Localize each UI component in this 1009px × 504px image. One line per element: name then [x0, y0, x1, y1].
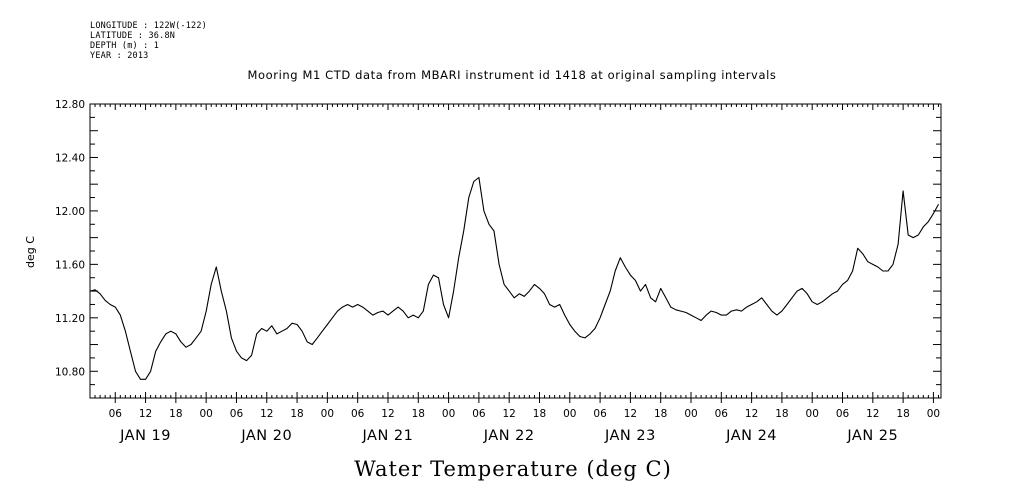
x-tick-label: 06 [351, 408, 365, 420]
x-tick-label: 06 [472, 408, 486, 420]
x-day-label: JAN 24 [725, 428, 777, 444]
plot-frame [89, 103, 942, 399]
y-tick-label: 11.20 [55, 313, 85, 325]
latitude-text: LATITUDE : 36.8N [90, 31, 176, 41]
year-text: YEAR : 2013 [90, 51, 149, 61]
x-tick-label: 06 [715, 408, 729, 420]
x-tick-label: 12 [502, 408, 515, 420]
x-day-label: JAN 25 [846, 428, 898, 444]
y-tick-label: 10.80 [55, 366, 85, 378]
y-tick-label: 12.00 [55, 206, 85, 218]
x-day-label: JAN 23 [604, 428, 656, 444]
x-tick-label: 12 [745, 408, 758, 420]
x-tick-label: 18 [775, 408, 788, 420]
x-tick-label: 00 [442, 408, 455, 420]
y-axis-label: deg C [24, 236, 37, 268]
x-tick-label: 06 [230, 408, 244, 420]
x-tick-label: 12 [624, 408, 637, 420]
x-tick-label: 18 [654, 408, 667, 420]
y-tick-label: 11.60 [55, 259, 85, 271]
x-tick-label: 12 [260, 408, 273, 420]
longitude-text: LONGITUDE : 122W(-122) [90, 21, 207, 31]
y-tick-label: 12.80 [55, 99, 85, 111]
x-tick-label: 18 [533, 408, 546, 420]
x-tick-label: 00 [199, 408, 212, 420]
temperature-series-line [89, 176, 939, 380]
x-tick-label: 00 [563, 408, 576, 420]
x-day-label: JAN 22 [483, 428, 535, 444]
x-tick-label: 00 [806, 408, 819, 420]
x-day-label: JAN 19 [119, 428, 171, 444]
x-tick-label: 18 [896, 408, 909, 420]
x-tick-label: 00 [321, 408, 334, 420]
x-tick-label: 18 [412, 408, 425, 420]
x-day-label: JAN 20 [240, 428, 292, 444]
x-tick-label: 06 [109, 408, 123, 420]
x-tick-label: 18 [169, 408, 182, 420]
x-axis-label: Water Temperature (deg C) [354, 457, 672, 481]
location-metadata: LONGITUDE : 122W(-122) LATITUDE : 36.8N … [90, 21, 207, 61]
y-tick-label: 12.40 [55, 152, 85, 164]
x-tick-label: 06 [836, 408, 850, 420]
x-tick-label: 12 [139, 408, 152, 420]
x-tick-label: 18 [290, 408, 303, 420]
depth-text: DEPTH (m) : 1 [90, 41, 160, 51]
x-tick-label: 00 [927, 408, 940, 420]
x-tick-label: 00 [684, 408, 697, 420]
x-tick-label: 12 [866, 408, 879, 420]
x-tick-label: 06 [593, 408, 607, 420]
x-day-label: JAN 21 [362, 428, 414, 444]
x-tick-label: 12 [381, 408, 394, 420]
chart-title: Mooring M1 CTD data from MBARI instrumen… [247, 68, 777, 82]
